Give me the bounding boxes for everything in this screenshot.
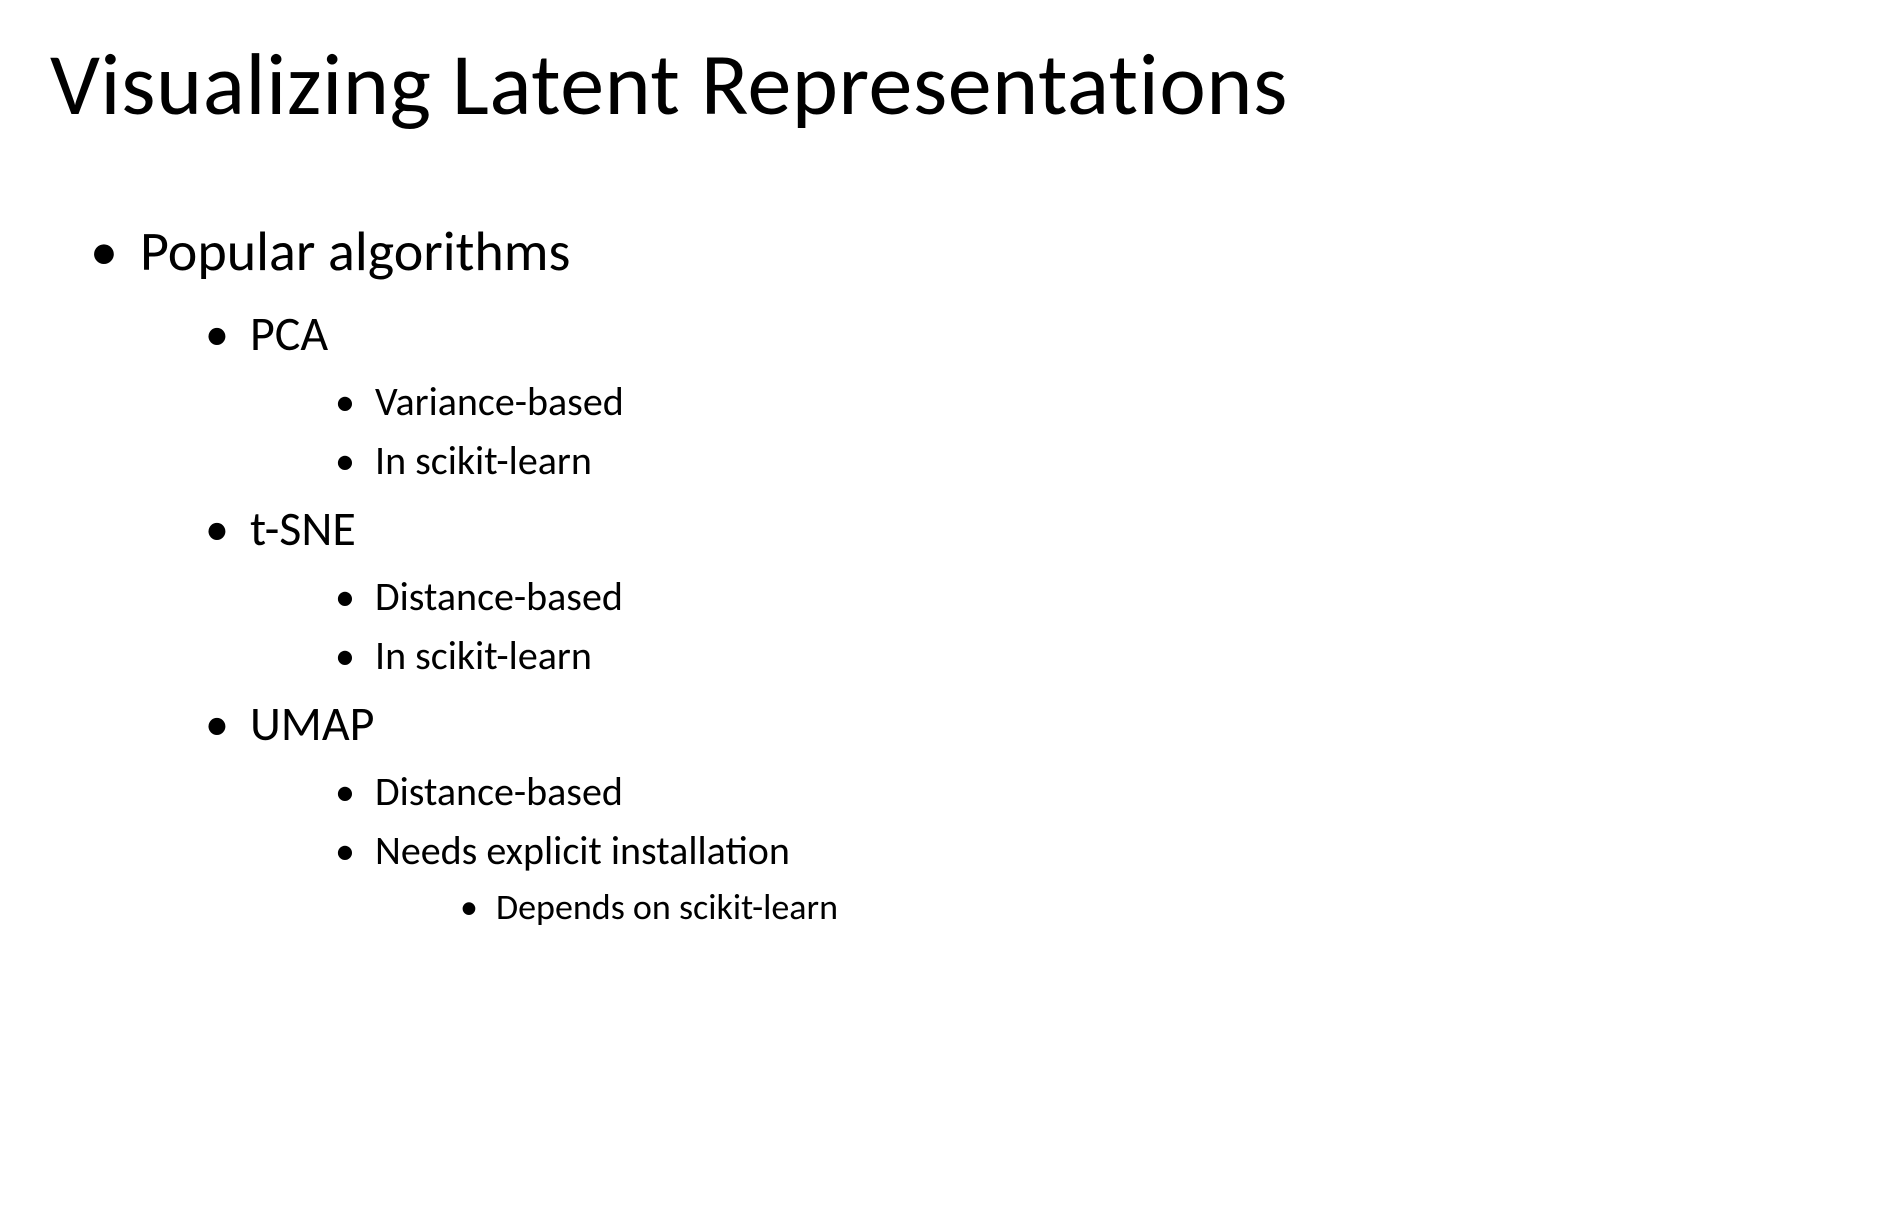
list-item: Variance-based	[335, 377, 1828, 426]
list-item-text: Variance-based	[375, 377, 624, 426]
list-item-text: Depends on scikit-learn	[496, 885, 838, 929]
bullet-list-level-3: Distance-based Needs explicit installati…	[250, 767, 1828, 929]
list-item: Popular algorithms PCA Variance-based In…	[90, 218, 1828, 929]
list-item-text: PCA	[250, 304, 328, 363]
list-item: In scikit-learn	[335, 631, 1828, 680]
list-item: Distance-based	[335, 767, 1828, 816]
bullet-list-level-2: PCA Variance-based In scikit-learn t-SNE…	[140, 304, 1828, 929]
bullet-list-level-4: Depends on scikit-learn	[375, 885, 1828, 929]
list-item: UMAP Distance-based Needs explicit insta…	[205, 694, 1828, 929]
list-item: In scikit-learn	[335, 436, 1828, 485]
list-item: Needs explicit installation Depends on s…	[335, 826, 1828, 929]
list-item-text: In scikit-learn	[375, 436, 592, 485]
bullet-list-level-3: Distance-based In scikit-learn	[250, 572, 1828, 680]
slide-title: Visualizing Latent Representations	[50, 30, 1828, 138]
list-item: PCA Variance-based In scikit-learn	[205, 304, 1828, 485]
list-item: Depends on scikit-learn	[460, 885, 1828, 929]
bullet-list-level-1: Popular algorithms PCA Variance-based In…	[50, 218, 1828, 929]
list-item-text: Distance-based	[375, 767, 623, 816]
list-item-text: Distance-based	[375, 572, 623, 621]
list-item-text: UMAP	[250, 694, 374, 753]
list-item-text: t-SNE	[250, 499, 356, 558]
list-item-text: Needs explicit installation	[375, 826, 790, 875]
list-item-text: Popular algorithms	[140, 218, 570, 286]
list-item: t-SNE Distance-based In scikit-learn	[205, 499, 1828, 680]
list-item-text: In scikit-learn	[375, 631, 592, 680]
list-item: Distance-based	[335, 572, 1828, 621]
bullet-list-level-3: Variance-based In scikit-learn	[250, 377, 1828, 485]
